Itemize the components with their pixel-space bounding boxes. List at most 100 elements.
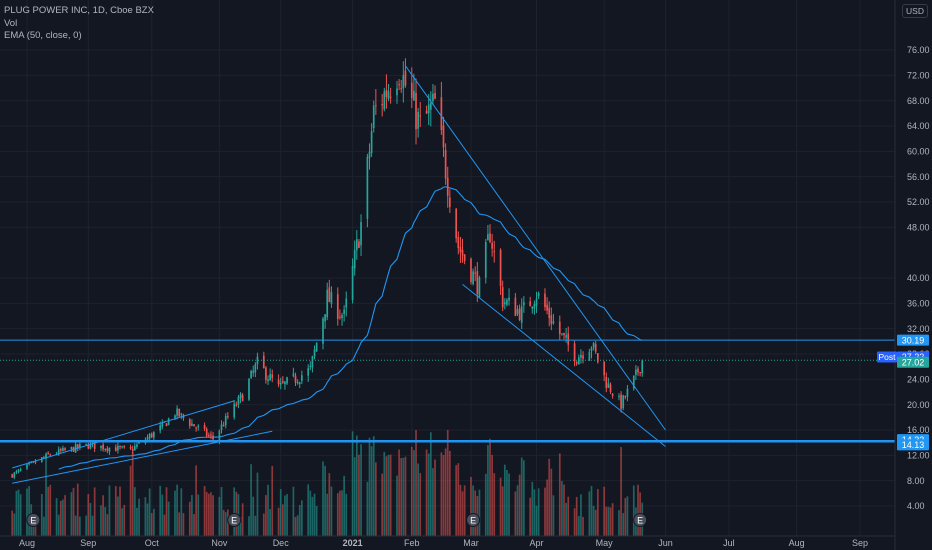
candle-body xyxy=(639,372,641,374)
volume-bar xyxy=(544,487,546,536)
candle-body xyxy=(136,444,138,447)
candle-body xyxy=(381,104,384,106)
volume-bar xyxy=(108,485,111,536)
volume-bar xyxy=(563,484,565,536)
volume-bar xyxy=(396,475,398,536)
level-label-lower-text: 14.13 xyxy=(902,440,925,450)
volume-bar xyxy=(448,450,451,536)
candle-body xyxy=(227,416,229,418)
earnings-marker-circle xyxy=(466,513,481,527)
volume-bar xyxy=(178,512,181,536)
volume-bar xyxy=(461,491,464,536)
candle-body xyxy=(233,403,236,418)
y-tick-label: 36.00 xyxy=(907,299,930,309)
candle-body xyxy=(434,93,436,99)
candle-body xyxy=(603,361,606,376)
volume-bar xyxy=(40,493,43,536)
y-tick-label: 16.00 xyxy=(907,425,930,435)
x-tick-label: Aug xyxy=(789,538,805,548)
candle-body xyxy=(220,424,223,431)
candle-body xyxy=(385,89,388,98)
volume-bar xyxy=(220,486,223,536)
candle-body xyxy=(339,316,341,318)
volume-bar xyxy=(176,484,178,536)
candle-body xyxy=(341,315,343,319)
candle-body xyxy=(45,453,47,459)
level-label-upper-text: 30.19 xyxy=(902,335,925,345)
level-label-lower: 14.13 xyxy=(897,439,929,451)
earnings-marker: E xyxy=(633,513,648,527)
candle-body xyxy=(470,258,472,283)
volume-bar xyxy=(307,484,310,536)
candle-body xyxy=(459,247,462,253)
x-tick-label: Oct xyxy=(145,538,160,548)
candle-body xyxy=(501,287,504,308)
volume-bar xyxy=(626,496,629,536)
candle-body xyxy=(89,443,92,449)
volume-bar xyxy=(459,484,462,536)
volume-bar xyxy=(637,484,639,536)
candle-body xyxy=(324,314,326,322)
candle-body xyxy=(119,446,121,448)
volume-bar xyxy=(611,503,614,536)
volume-bar xyxy=(104,507,107,536)
volume-bar xyxy=(580,494,582,536)
volume-bar xyxy=(387,454,390,536)
candle-body xyxy=(133,446,136,451)
volume-bar xyxy=(472,485,474,536)
volume-bar xyxy=(605,506,608,536)
candle-body xyxy=(277,379,280,385)
candle-body xyxy=(114,447,117,452)
volume-bar xyxy=(119,486,121,536)
volume-bar xyxy=(265,495,267,536)
volume-bar xyxy=(368,437,371,536)
candle-body xyxy=(123,446,126,448)
candle-body xyxy=(609,384,612,393)
volume-bar xyxy=(573,508,576,536)
candle-body xyxy=(415,92,417,130)
volume-bar xyxy=(296,515,299,536)
candle-body xyxy=(499,249,502,287)
candle-body xyxy=(188,419,191,426)
volume-bar xyxy=(389,454,392,536)
volume-bar xyxy=(174,490,176,536)
candle-body xyxy=(271,374,274,379)
candle-body xyxy=(17,469,20,472)
volume-bar xyxy=(596,489,599,536)
candle-body xyxy=(561,333,563,335)
x-tick-label: May xyxy=(596,538,614,548)
candle-body xyxy=(582,355,584,359)
candle-body xyxy=(153,431,155,438)
y-tick-label: 52.00 xyxy=(907,197,930,207)
candle-body xyxy=(491,242,493,249)
y-tick-label: 72.00 xyxy=(907,71,930,81)
volume-bar xyxy=(129,465,132,536)
candle-body xyxy=(463,254,466,262)
earnings-marker-label: E xyxy=(30,515,36,525)
volume-bar xyxy=(537,488,540,536)
volume-bar xyxy=(222,509,225,536)
volume-bar xyxy=(205,491,208,536)
volume-bar xyxy=(413,450,415,536)
volume-bar xyxy=(150,513,153,536)
volume-bar xyxy=(582,516,584,536)
candle-body xyxy=(417,111,419,129)
volume-bar xyxy=(463,485,466,536)
volume-bar xyxy=(624,497,627,536)
candle-body xyxy=(618,395,620,397)
candle-body xyxy=(396,88,398,96)
candle-body xyxy=(311,356,314,368)
volume-bar xyxy=(26,488,28,536)
currency-button[interactable]: USD xyxy=(902,4,928,18)
candle-body xyxy=(611,393,614,396)
candle-body xyxy=(286,377,288,384)
legend-ema: EMA (50, close, 0) xyxy=(4,30,82,41)
candle-body xyxy=(26,464,28,469)
volume-bar xyxy=(632,485,635,536)
volume-bar xyxy=(489,438,491,536)
candle-body xyxy=(487,234,489,241)
candle-body xyxy=(404,70,407,86)
volume-bar xyxy=(353,457,356,536)
volume-bar xyxy=(284,495,286,536)
